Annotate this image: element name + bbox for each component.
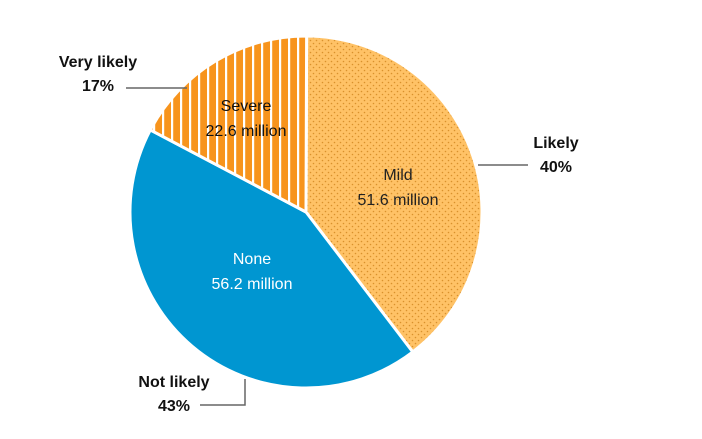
slice-label-none-name: None (233, 251, 271, 268)
slice-label-mild-value: 51.6 million (358, 192, 439, 209)
pie-slice-mild (304, 34, 484, 354)
leader-line-none (200, 379, 246, 406)
outer-label-not-likely-percent: 43% (158, 398, 190, 415)
outer-label-very-likely-percent: 17% (82, 78, 114, 95)
outer-label-likely-percent: 40% (540, 159, 572, 176)
pie-slice-none (128, 128, 415, 390)
slice-label-mild-name: Mild (383, 167, 412, 184)
slice-label-severe-name: Severe (221, 98, 272, 115)
outer-label-very-likely: Very likely (59, 54, 137, 71)
outer-label-likely: Likely (533, 135, 578, 152)
pie-slices (128, 34, 484, 390)
pie-slice-severe (148, 34, 309, 214)
slice-label-severe-value: 22.6 million (206, 123, 287, 140)
outer-label-not-likely: Not likely (138, 374, 209, 391)
slice-label-none-value: 56.2 million (212, 276, 293, 293)
